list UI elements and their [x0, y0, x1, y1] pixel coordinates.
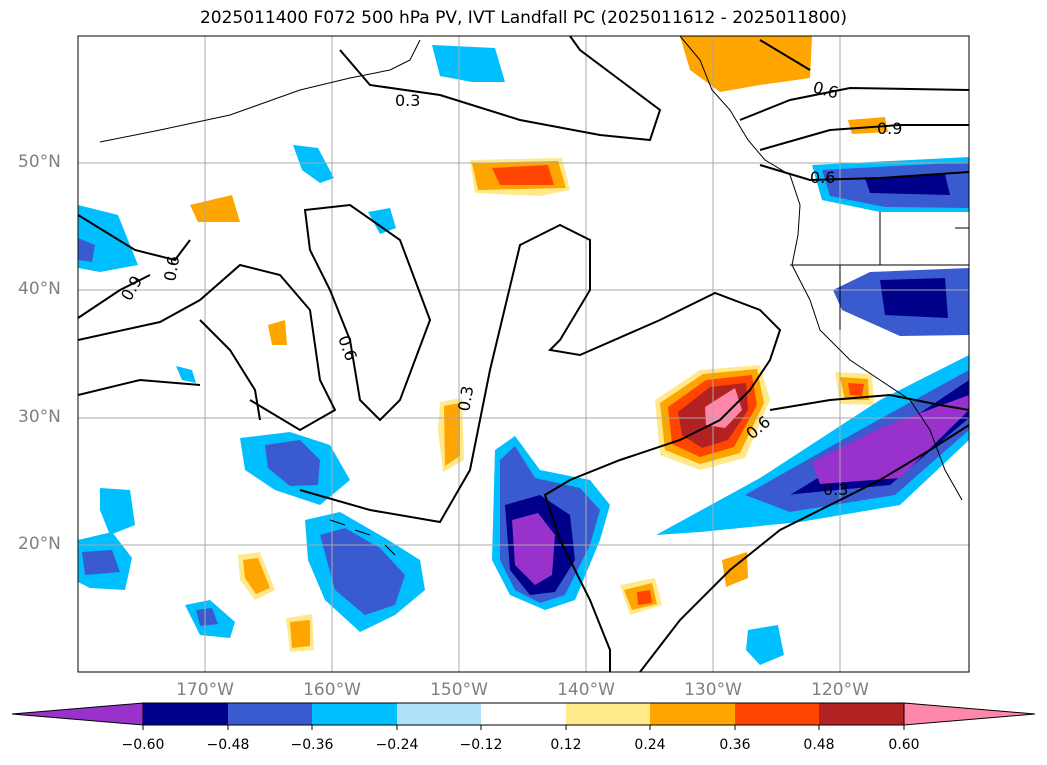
shade-blob [812, 395, 969, 484]
colorbar-tick-label: −0.60 [121, 737, 165, 753]
shade-blob [848, 383, 864, 396]
contour-label: 0.3 [395, 91, 420, 110]
map-frame [77, 35, 970, 673]
shade-blob [637, 590, 652, 605]
lon-label: 160°W [303, 680, 361, 700]
shade-blob [848, 117, 888, 134]
colorbar-tick-label: 0.12 [550, 737, 582, 753]
colorbar-segment [397, 703, 481, 725]
shade-blob [100, 488, 135, 535]
colorbar-segment [819, 703, 904, 725]
colorbar-segment [312, 703, 397, 725]
shade-blob [196, 608, 218, 626]
coastlines [99, 36, 969, 556]
plot-title: 2025011400 F072 500 hPa PV, IVT Landfall… [199, 8, 847, 28]
shade-blob [880, 278, 948, 318]
contour-label: 0.6 [160, 254, 183, 282]
shade-blob [320, 528, 405, 615]
colorbar-segment [481, 703, 566, 725]
colorbar-tick-label: 0.60 [888, 737, 920, 753]
gridlines [78, 36, 969, 672]
shade-blob [492, 165, 554, 185]
shade-blob [293, 145, 334, 183]
contour-label: 0.9 [877, 119, 902, 138]
shade-blob [722, 552, 748, 587]
lon-label: 140°W [557, 680, 615, 700]
colorbar-segment [143, 703, 228, 725]
lon-label: 120°W [811, 680, 869, 700]
shade-blob [368, 208, 396, 234]
colorbar-tick-label: −0.24 [375, 737, 419, 753]
contour-label: 0.3 [823, 480, 848, 499]
colorbar-extend-left [11, 702, 144, 726]
colorbar-tick-label: −0.36 [290, 737, 334, 753]
colorbar-tick-label: −0.48 [206, 737, 250, 753]
contour-label: 0.3 [454, 384, 477, 412]
shade-blob [432, 45, 505, 82]
shade-blob [176, 366, 196, 383]
contour-label: 0.6 [810, 168, 835, 187]
shade-blob [265, 440, 320, 486]
shade-blob [268, 320, 287, 345]
contour-label: 0.6 [334, 333, 361, 363]
shade-blob [82, 550, 120, 575]
shade-blob [512, 513, 555, 585]
shade-blob [78, 238, 95, 262]
colorbar-segment [735, 703, 819, 725]
shade-blob [865, 174, 950, 195]
colorbar-segment [650, 703, 735, 725]
lat-label: 30°N [18, 407, 61, 427]
colorbar-extend-right [903, 702, 1036, 726]
lat-label: 40°N [18, 279, 61, 299]
contour-label: 0.6 [811, 78, 841, 103]
shade-blob [243, 558, 270, 594]
shade-blob [444, 403, 460, 466]
colorbar-tick-label: 0.36 [719, 737, 751, 753]
colorbar-tick-label: 0.48 [803, 737, 835, 753]
shade-blob [680, 36, 812, 92]
contour-label: 0.9 [117, 272, 146, 304]
ivt-contours [78, 36, 969, 672]
lon-label: 130°W [684, 680, 742, 700]
colorbar [11, 702, 1036, 730]
shade-blob [78, 205, 138, 272]
shade-blob [746, 625, 784, 665]
colorbar-segment [566, 703, 650, 725]
colorbar-tick-label: −0.12 [459, 737, 503, 753]
lat-label: 50°N [18, 152, 61, 172]
lon-label: 150°W [430, 680, 488, 700]
shade-blob [290, 620, 310, 648]
lon-label: 170°W [176, 680, 234, 700]
lat-label: 20°N [18, 534, 61, 554]
colorbar-tick-label: 0.24 [634, 737, 666, 753]
shade-blob [190, 195, 240, 222]
colorbar-segment [228, 703, 312, 725]
